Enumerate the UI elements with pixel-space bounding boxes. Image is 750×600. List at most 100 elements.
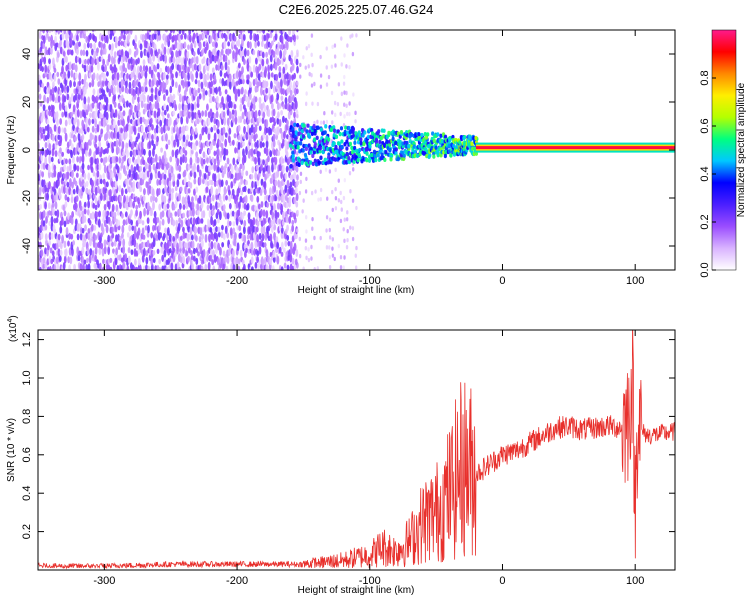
spectrogram-cell xyxy=(310,73,313,78)
spectrogram-cell xyxy=(304,238,308,243)
spectrogram-cell xyxy=(192,247,196,255)
spectrogram-cell xyxy=(161,243,165,250)
spectrogram-cell xyxy=(206,204,210,211)
spectrogram-cell xyxy=(50,46,53,55)
spectrogram-cell xyxy=(315,135,319,141)
spectrogram-cell xyxy=(228,195,231,202)
spectrogram-cell xyxy=(332,125,336,130)
spectrogram-cell xyxy=(172,173,176,182)
spectrogram-cell xyxy=(240,190,244,196)
spectrogram-cell xyxy=(289,240,293,250)
spectrogram-cell xyxy=(226,157,230,165)
spectrogram-cell xyxy=(93,50,96,60)
spectrogram-cell xyxy=(193,163,196,172)
spectrogram-cell xyxy=(239,195,243,203)
spectrogram-cell xyxy=(343,74,346,80)
spectrogram-cell xyxy=(137,197,140,205)
spectrogram-cell xyxy=(61,234,64,244)
spectrogram-cell xyxy=(83,30,87,35)
spectrogram-cell xyxy=(197,87,201,94)
spectrogram-cell xyxy=(250,194,254,203)
spectrogram-cell xyxy=(67,256,71,264)
spectrogram-cell xyxy=(46,148,49,156)
spectrogram-cell xyxy=(243,234,247,244)
spectrogram-cell xyxy=(296,145,300,150)
spectrogram-cell xyxy=(273,127,277,134)
spectrogram-cell xyxy=(89,42,93,49)
spectrogram-cell xyxy=(74,180,78,187)
spectrogram-cell xyxy=(278,246,282,254)
spectrogram-cell xyxy=(295,165,299,173)
spectrogram-cell xyxy=(293,242,297,252)
spectrogram-cell xyxy=(58,102,62,111)
spectrogram-cell xyxy=(67,212,70,221)
spectrogram-cell xyxy=(242,263,246,270)
spectrogram-cell xyxy=(100,193,103,201)
colorbar-tick-label: 0.2 xyxy=(699,214,711,229)
spectrogram-cell xyxy=(261,51,265,59)
spectrogram-cell xyxy=(278,103,282,109)
spectrogram-cell xyxy=(354,131,358,136)
spectrogram-cell xyxy=(199,226,203,236)
spectrogram-cell xyxy=(380,155,384,160)
spectrogram-cell xyxy=(114,257,118,266)
spectrogram-cell xyxy=(197,47,200,55)
spectrogram-cell xyxy=(111,156,115,164)
spectrogram-cell xyxy=(130,56,133,65)
spectrogram-cell xyxy=(114,67,118,73)
spectrogram-cell xyxy=(72,124,75,131)
spectrogram-cell xyxy=(129,135,133,143)
spectrogram-cell xyxy=(107,53,111,63)
spectrogram-cell xyxy=(165,143,169,150)
spectrogram-cell xyxy=(260,208,263,217)
spectrogram-cell xyxy=(74,55,78,64)
spectrogram-cell xyxy=(282,88,285,95)
spectrogram-cell xyxy=(336,101,340,107)
spectrogram-cell xyxy=(267,155,270,163)
spectrogram-cell xyxy=(210,80,214,88)
spectrogram-cell xyxy=(233,35,237,42)
colorbar-ticks: 0.00.20.40.60.8 xyxy=(699,70,716,278)
spectrogram-cell xyxy=(87,164,90,171)
spectrogram-cell xyxy=(348,111,351,117)
spectrogram-cell xyxy=(105,224,109,234)
spectrogram-cell xyxy=(66,165,70,173)
spectrogram-cell xyxy=(300,160,304,166)
spectrogram-cell xyxy=(434,145,438,150)
spectrogram-cell xyxy=(334,112,337,118)
spectrogram-cell xyxy=(144,86,148,93)
spectrogram-cell xyxy=(171,73,174,80)
spectrogram-cell xyxy=(250,147,254,158)
spectrogram-cell xyxy=(319,169,322,174)
spectrogram-cell xyxy=(242,148,245,157)
spectrogram-cell xyxy=(135,204,139,210)
spectrogram-cell xyxy=(148,149,152,158)
spectrogram-cell xyxy=(356,157,360,163)
spectrogram-cell xyxy=(267,164,271,174)
spectrogram-cell xyxy=(68,163,72,173)
spectrogram-cell xyxy=(144,76,148,86)
spectrogram-cell xyxy=(339,126,344,131)
spectrogram-cell xyxy=(305,91,308,96)
spectrogram-cell xyxy=(110,195,114,203)
spectrogram-cell xyxy=(234,109,237,119)
spectrogram-cell xyxy=(217,64,221,71)
spectrogram-cell xyxy=(49,128,53,135)
spectrogram-cell xyxy=(157,48,161,54)
spectrogram-cell xyxy=(290,140,295,145)
spectrogram-cell xyxy=(278,141,282,151)
spectrogram-cell xyxy=(91,211,95,221)
spectrogram-cell xyxy=(85,117,89,125)
spectrogram-cell xyxy=(126,177,129,187)
spectrogram-cell xyxy=(135,250,139,257)
spectrogram-cell xyxy=(307,143,311,148)
spectrogram-cell xyxy=(59,118,63,125)
spectrogram-cell xyxy=(99,103,103,111)
spectrogram-cell xyxy=(286,234,290,241)
spectrogram-cell xyxy=(172,219,176,227)
spectrogram-cell xyxy=(48,62,52,71)
spectrogram-cell xyxy=(183,109,187,117)
spectrogram-cell xyxy=(215,42,218,49)
spectrogram-cell xyxy=(141,254,145,263)
spectrogram-cell xyxy=(352,145,357,151)
